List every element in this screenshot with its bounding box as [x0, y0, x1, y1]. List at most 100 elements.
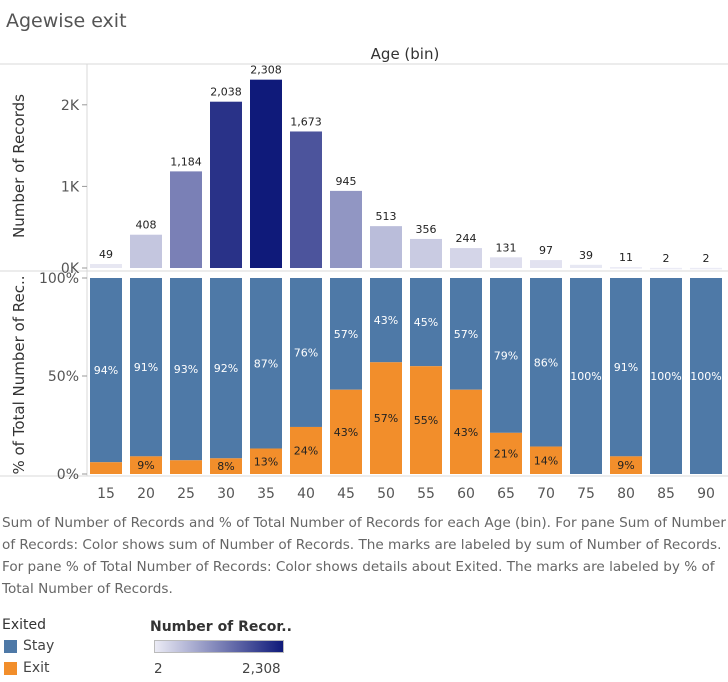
x-tick-label: 75: [577, 486, 595, 502]
x-tick-label: 50: [377, 486, 395, 502]
stay-bar: [490, 278, 522, 433]
exit-label: 9%: [617, 459, 634, 472]
exit-label: 13%: [254, 455, 278, 468]
x-tick-label: 30: [217, 486, 235, 502]
bottom-y-axis-label: % of Total Number of Rec..: [10, 275, 28, 474]
stay-bar: [130, 278, 162, 457]
count-bar: [90, 264, 122, 268]
y-tick-label: 2K: [61, 98, 80, 114]
count-bars: 49 408 1,184 2,038 2,308 1,673 945 513 356 244 131…: [90, 64, 722, 270]
count-label: 11: [619, 251, 633, 264]
count-label: 39: [579, 249, 593, 262]
y-tick-label: 0K: [61, 261, 80, 277]
records-color-gradient: [154, 640, 284, 653]
stay-bar: [690, 278, 722, 474]
exit-bar: [290, 426, 322, 474]
x-axis: 15 20 25 30 35 40 45 50 55 60 65 70 75 80 85 90: [97, 486, 715, 502]
stay-bar: [210, 278, 242, 459]
stay-label: 100%: [570, 370, 601, 383]
stay-bar: [610, 278, 642, 457]
exited-legend-title: Exited: [2, 617, 47, 633]
stay-swatch: [4, 639, 17, 653]
stay-label: 92%: [214, 362, 238, 375]
x-tick-label: 40: [297, 486, 315, 502]
x-tick-label: 55: [417, 486, 435, 502]
exit-bar: [130, 456, 162, 474]
column-header: Age (bin): [371, 45, 440, 63]
count-bar: [610, 267, 642, 269]
y-tick-label: 100%: [39, 271, 79, 287]
chart-caption: Sum of Number of Records and % of Total …: [2, 515, 726, 597]
exit-label: 21%: [494, 447, 518, 460]
stay-label: 43%: [374, 314, 398, 327]
x-tick-label: 45: [337, 486, 355, 502]
exit-bar: [610, 456, 642, 474]
count-bar: [370, 226, 402, 268]
count-bar: [210, 101, 242, 268]
exit-label: 14%: [534, 454, 558, 467]
stay-label: 100%: [690, 370, 721, 383]
exit-label: 8%: [217, 460, 234, 473]
count-label: 244: [456, 232, 477, 245]
count-label: 513: [376, 210, 397, 223]
stay-bar: [250, 278, 282, 449]
stay-label: 100%: [650, 370, 681, 383]
count-bar: [490, 257, 522, 268]
count-label: 2: [703, 252, 710, 265]
count-bar: [290, 131, 322, 268]
exit-bar: [170, 460, 202, 474]
stay-label: 45%: [414, 316, 438, 329]
chart-frame: [0, 63, 728, 477]
count-bar: [650, 267, 682, 270]
y-tick-label: 1K: [61, 179, 80, 195]
stay-label: 57%: [334, 328, 358, 341]
x-tick-label: 15: [97, 486, 115, 502]
legend-item-stay: Stay: [4, 638, 54, 654]
stay-label: 76%: [294, 346, 318, 359]
count-bar: [530, 260, 562, 268]
exit-bar: [90, 462, 122, 474]
records-legend-min: 2: [154, 661, 163, 677]
exit-label: 55%: [414, 414, 438, 427]
count-label: 1,673: [290, 115, 322, 128]
stay-label: 87%: [254, 357, 278, 370]
x-tick-label: 60: [457, 486, 475, 502]
records-legend-title: Number of Recor..: [150, 619, 292, 635]
count-bar: [450, 248, 482, 268]
count-label: 97: [539, 244, 553, 257]
exit-label: 43%: [454, 426, 478, 439]
records-legend-max: 2,308: [242, 661, 281, 677]
count-bar: [330, 190, 362, 268]
stay-bar: [90, 278, 122, 463]
stay-bar: [370, 278, 402, 363]
count-label: 2,038: [210, 86, 242, 99]
count-label: 356: [416, 223, 437, 236]
count-label: 2,308: [250, 64, 282, 77]
count-label: 49: [99, 248, 113, 261]
x-tick-label: 65: [497, 486, 515, 502]
count-bar: [130, 234, 162, 268]
count-bar: [170, 171, 202, 268]
chart-area: Age (bin) 0K 1K 2K 0% 50% 100% 49 408 1,184 2,0…: [0, 45, 728, 502]
x-tick-label: 90: [697, 486, 715, 502]
stay-bar: [290, 278, 322, 427]
stay-bar: [530, 278, 562, 447]
x-tick-label: 35: [257, 486, 275, 502]
y-tick-label: 0%: [57, 467, 79, 483]
exit-label: 9%: [137, 459, 154, 472]
legend-item-exit: Exit: [4, 660, 50, 676]
top-y-axis: 0K 1K 2K: [61, 98, 87, 277]
exit-bar: [410, 366, 442, 474]
legend-exit-label: Exit: [23, 660, 50, 676]
exit-bar: [210, 458, 242, 474]
stay-bar: [410, 278, 442, 367]
count-bar: [410, 238, 442, 268]
percent-bars: 94% 91% 9% 93% 92% 8% 87% 13% 76% 24% 57% 43% 43% 57%…: [90, 278, 722, 474]
count-label: 1,184: [170, 155, 202, 168]
stay-label: 91%: [614, 361, 638, 374]
x-tick-label: 80: [617, 486, 635, 502]
count-label: 131: [496, 241, 517, 254]
legend-stay-label: Stay: [23, 638, 55, 654]
exit-swatch: [4, 661, 17, 675]
top-y-axis-label: Number of Records: [10, 94, 28, 238]
